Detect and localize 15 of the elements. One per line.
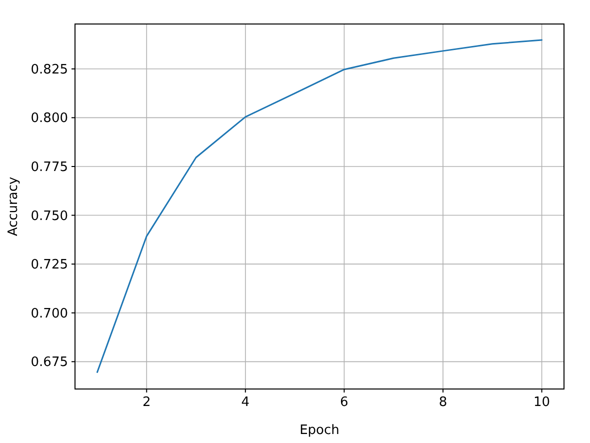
- x-tick-label: 10: [534, 395, 550, 410]
- line-series: [96, 39, 543, 373]
- y-tick-label: 0.825: [30, 62, 68, 78]
- x-tick-label: 2: [142, 395, 151, 410]
- x-axis-title: Epoch: [300, 423, 340, 438]
- x-tick-label: 4: [241, 395, 250, 410]
- y-tick-label: 0.800: [30, 111, 68, 126]
- y-tick-label: 0.725: [30, 258, 68, 273]
- x-tick-label: 8: [438, 395, 448, 410]
- y-tick-label: 0.750: [30, 208, 68, 224]
- y-tick-label: 0.700: [30, 306, 68, 322]
- y-tick-label: 0.675: [30, 355, 68, 370]
- y-tick-label: 0.775: [30, 160, 68, 176]
- x-tick-label: 6: [340, 395, 348, 410]
- y-axis-title: Accuracy: [6, 176, 21, 236]
